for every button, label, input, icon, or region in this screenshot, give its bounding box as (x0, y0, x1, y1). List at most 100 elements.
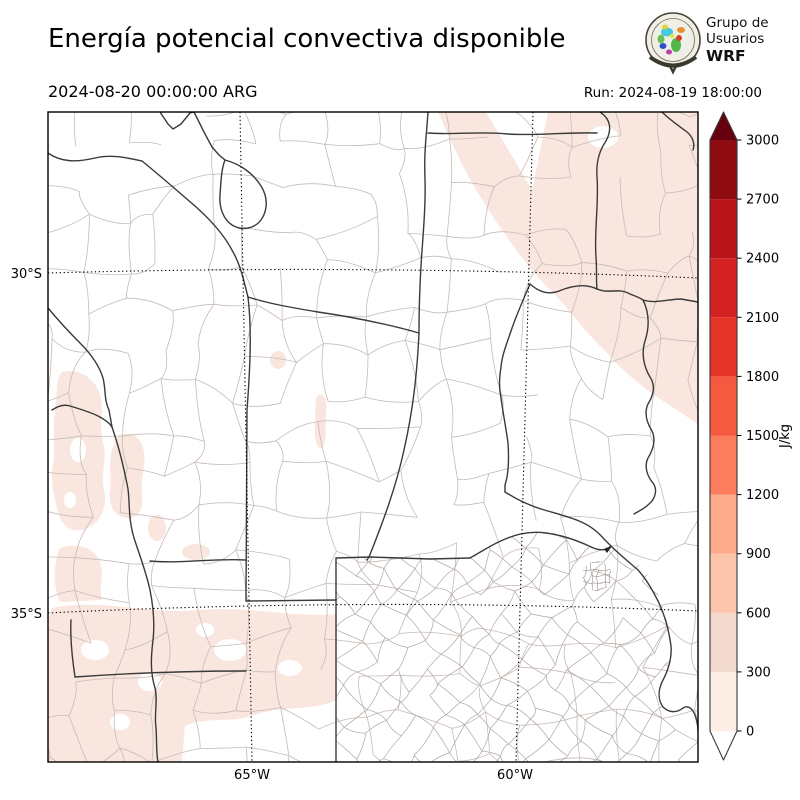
boundary-segment (592, 552, 612, 571)
boundary-segment (446, 378, 502, 396)
boundary-segment (354, 613, 371, 623)
boundary-segment (401, 714, 416, 737)
boundary-segment (249, 462, 255, 506)
boundary-segment (323, 583, 328, 640)
boundary-segment (276, 510, 327, 519)
boundary-segment (127, 563, 130, 603)
boundary-segment (612, 735, 627, 754)
boundary-segment (365, 272, 376, 318)
boundary-segment (472, 616, 490, 635)
boundary-segment (569, 705, 586, 721)
boundary-segment (569, 685, 591, 706)
boundary-segment (385, 637, 409, 648)
boundary-segment (127, 195, 131, 224)
boundary-segment (126, 273, 132, 299)
boundary-segment (581, 478, 612, 482)
boundary-segment (457, 473, 490, 481)
boundary-segment (484, 549, 491, 571)
boundary-segment (597, 583, 599, 591)
boundary-segment (516, 725, 520, 762)
boundary-segment (285, 112, 297, 115)
cape-spot (182, 544, 210, 560)
shading-gap (81, 640, 109, 660)
boundary-segment (604, 574, 607, 582)
boundary-segment (500, 659, 523, 679)
boundary-segment (660, 337, 698, 343)
colorbar-tick-label: 900 (746, 547, 771, 562)
boundary-segment (235, 505, 255, 551)
boundary-segment (153, 748, 201, 762)
boundary-segment (336, 560, 357, 577)
boundary-segment (610, 544, 619, 600)
boundary-segment (119, 747, 126, 762)
boundary-segment (485, 711, 520, 726)
boundary-segment (514, 590, 532, 615)
boundary-segment (194, 462, 201, 505)
boundary-segment (357, 553, 419, 563)
boundary-segment (459, 636, 462, 674)
shading-gap (196, 623, 214, 637)
boundary-segment (518, 136, 539, 177)
boundary-segment (626, 687, 636, 697)
boundary-segment (583, 571, 587, 578)
boundary-segment (599, 570, 606, 572)
boundary-segment (372, 754, 383, 762)
boundary-segment (192, 683, 202, 711)
boundary-segment (396, 568, 416, 591)
boundary-segment (501, 394, 538, 397)
boundary-segment (325, 461, 331, 519)
boundary-segment (560, 515, 620, 523)
boundary-segment (619, 644, 639, 669)
boundary-segment (128, 223, 132, 274)
boundary-segment (356, 759, 367, 762)
boundary-segment (500, 590, 515, 614)
boundary-segment (626, 668, 639, 688)
boundary-segment (83, 214, 90, 273)
boundary-segment (380, 668, 399, 685)
boundary-segment (462, 647, 475, 668)
boundary-segment (192, 709, 236, 714)
boundary-segment (526, 436, 533, 463)
boundary-segment (570, 345, 611, 363)
boundary-segment (591, 583, 593, 591)
boundary-segment (164, 461, 195, 477)
colorbar-segment (710, 612, 737, 672)
boundary-segment (374, 583, 418, 593)
boundary-segment (667, 255, 690, 274)
shading-gap (588, 126, 618, 148)
boundary-segment (478, 685, 486, 713)
boundary-segment (584, 570, 594, 588)
boundary-segment (364, 396, 419, 403)
boundary-segment (318, 716, 368, 730)
boundary-segment (477, 713, 491, 729)
boundary-segment (362, 621, 372, 642)
boundary-segment (336, 707, 345, 728)
boundary-segment (580, 740, 598, 760)
boundary-segment (119, 747, 151, 762)
boundary-segment (245, 440, 251, 463)
boundary-segment (616, 544, 657, 562)
boundary-segment (609, 574, 611, 583)
boundary-segment (124, 602, 131, 651)
boundary-segment (459, 702, 478, 715)
boundary-segment (486, 584, 540, 590)
boundary-segment (489, 613, 502, 635)
colorbar-tick-label: 1500 (746, 429, 779, 444)
boundary-segment (607, 436, 612, 482)
boundary-segment (615, 625, 668, 649)
colorbar-segment (710, 435, 737, 495)
boundary-segment (437, 666, 463, 685)
boundary-segment (68, 681, 77, 716)
boundary-segment (256, 304, 283, 321)
boundary-segment (500, 743, 509, 757)
boundary-segment (48, 323, 53, 339)
boundary-segment (688, 255, 698, 304)
boundary-segment (626, 269, 668, 274)
boundary-segment (172, 303, 215, 312)
boundary-segment (48, 511, 94, 518)
boundary-segment (649, 272, 669, 318)
x-tick-60W: 60°W (497, 768, 533, 783)
boundary-segment (619, 176, 628, 236)
boundary-segment (400, 701, 416, 716)
